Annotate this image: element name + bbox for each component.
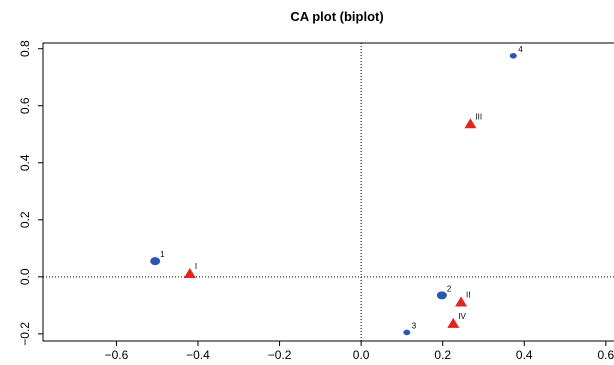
column-point-label: II	[466, 291, 470, 300]
column-point-marker	[455, 296, 468, 307]
plot-frame	[42, 42, 614, 342]
x-tick-label: 0.2	[434, 348, 451, 362]
x-tick-label: 0.0	[353, 348, 370, 362]
row-point-label: 3	[412, 321, 417, 330]
reference-lines	[43, 43, 614, 341]
y-tick-label: 0.6	[18, 97, 32, 114]
row-point-marker	[509, 53, 517, 59]
y-tick-label: −0.2	[18, 322, 32, 346]
column-point-marker	[464, 118, 477, 129]
row-point-marker	[436, 291, 447, 300]
x-axis: −0.6 −0.4 −0.2 0.0 0.2 0.4 0.6	[105, 341, 614, 362]
row-point-marker	[150, 257, 161, 266]
y-tick-label: 0.4	[18, 154, 32, 171]
column-point-marker	[183, 267, 196, 278]
row-point-label: 4	[518, 45, 523, 54]
x-tick-label: −0.2	[268, 348, 292, 362]
y-tick-label: 0.2	[18, 211, 32, 228]
y-tick-label: 0.0	[18, 268, 32, 285]
plot-box	[42, 42, 614, 342]
column-point-label: I	[195, 262, 197, 271]
y-tick-label: 0.8	[18, 40, 32, 57]
column-point-label: III	[475, 112, 482, 121]
column-point-label: IV	[458, 312, 466, 321]
row-point-marker	[403, 329, 411, 336]
column-point-marker	[447, 317, 460, 328]
chart-title: CA plot (biplot)	[290, 9, 383, 24]
x-tick-label: 0.6	[597, 348, 614, 362]
row-point-label: 2	[447, 284, 452, 293]
row-point-label: 1	[160, 250, 165, 259]
x-tick-label: 0.4	[516, 348, 533, 362]
x-tick-label: −0.4	[186, 348, 210, 362]
x-tick-label: −0.6	[105, 348, 129, 362]
y-axis: −0.2 0.0 0.2 0.4 0.6 0.8	[18, 40, 43, 346]
